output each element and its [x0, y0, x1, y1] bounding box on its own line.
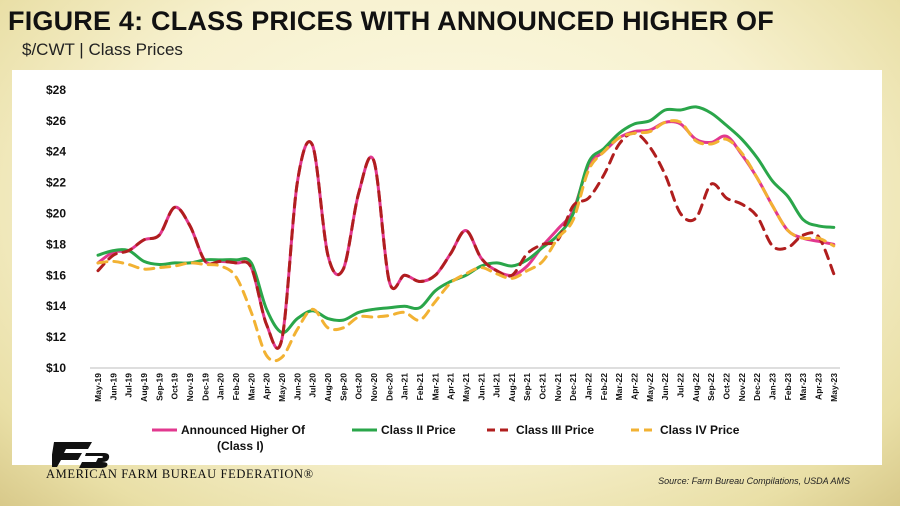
x-tick-label: May-23 — [829, 373, 839, 402]
x-tick-label: Jul-19 — [124, 373, 134, 398]
x-tick-label: Mar-22 — [614, 373, 624, 401]
x-tick-label: Dec-22 — [752, 373, 762, 401]
x-tick-label: Sep-22 — [706, 373, 716, 401]
x-tick-label: May-20 — [277, 373, 287, 402]
x-tick-label: Jun-21 — [476, 373, 486, 401]
afbf-logo: AMERICAN FARM BUREAU FEDERATION® — [46, 440, 366, 490]
x-tick-label: Apr-22 — [630, 373, 640, 400]
chart-series — [96, 105, 836, 363]
x-tick-label: Jul-20 — [308, 373, 318, 398]
series-line — [96, 105, 836, 335]
legend-label: Class IV Price — [660, 423, 740, 437]
x-tick-label: Nov-21 — [553, 373, 563, 402]
series-line — [96, 119, 836, 363]
x-tick-label: Mar-23 — [798, 373, 808, 401]
fb-logo-icon — [52, 442, 110, 468]
x-tick-label: Feb-20 — [231, 373, 241, 401]
x-tick-label: Nov-19 — [185, 373, 195, 402]
x-tick-label: Jun-19 — [108, 373, 118, 401]
legend-label: Announced Higher Of — [181, 423, 306, 437]
chart-panel — [12, 70, 882, 465]
x-tick-label: Nov-20 — [369, 373, 379, 402]
y-tick-label: $12 — [46, 330, 66, 344]
x-tick-label: Sep-20 — [338, 373, 348, 401]
chart-subtitle: $/CWT | Class Prices — [22, 40, 183, 59]
x-tick-label: Jan-22 — [584, 373, 594, 400]
series-line — [96, 120, 836, 350]
x-tick-label: Sep-21 — [522, 373, 532, 401]
x-tick-label: Apr-21 — [446, 373, 456, 400]
x-tick-label: May-22 — [645, 373, 655, 402]
legend-label: (Class I) — [217, 439, 264, 453]
x-tick-label: Oct-22 — [722, 373, 732, 400]
x-tick-label: Apr-23 — [814, 373, 824, 400]
x-tick-label: Feb-23 — [783, 373, 793, 401]
x-tick-label: Dec-21 — [568, 373, 578, 401]
legend-label: Class II Price — [381, 423, 456, 437]
x-tick-label: Aug-21 — [507, 373, 517, 402]
x-tick-label: Nov-22 — [737, 373, 747, 402]
x-tick-label: Apr-20 — [262, 373, 272, 400]
afbf-logo-text: AMERICAN FARM BUREAU FEDERATION® — [46, 467, 314, 481]
x-tick-label: May-21 — [461, 373, 471, 402]
legend-label: Class III Price — [516, 423, 594, 437]
x-tick-label: Jul-22 — [676, 373, 686, 398]
chart-axes: $10 $12 $14 $16 $18 $20 $22 $24 $26 $28 May-19 Jun-… — [46, 83, 840, 402]
x-tick-label: Feb-21 — [415, 373, 425, 401]
y-tick-label: $28 — [46, 83, 66, 97]
x-tick-label: Jan-21 — [400, 373, 410, 400]
x-tick-label: Jun-22 — [660, 373, 670, 401]
x-tick-label: Aug-20 — [323, 373, 333, 402]
y-tick-label: $22 — [46, 176, 66, 190]
x-tick-label: Dec-20 — [384, 373, 394, 401]
y-tick-label: $10 — [46, 361, 66, 375]
x-tick-label: Oct-20 — [354, 373, 364, 400]
x-tick-label: Feb-22 — [599, 373, 609, 401]
x-tick-label: May-19 — [93, 373, 103, 402]
y-tick-label: $18 — [46, 237, 66, 251]
y-tick-label: $20 — [46, 207, 66, 221]
chart-title: FIGURE 4: CLASS PRICES WITH ANNOUNCED HI… — [8, 6, 774, 36]
y-tick-label: $24 — [46, 145, 66, 159]
x-tick-label: Jul-21 — [492, 373, 502, 398]
x-tick-label: Jun-20 — [292, 373, 302, 401]
chart-legend: Announced Higher Of (Class I) Class II Pri… — [152, 423, 740, 453]
x-tick-label: Jan-23 — [768, 373, 778, 400]
source-note: Source: Farm Bureau Compilations, USDA A… — [658, 476, 850, 486]
x-tick-label: Oct-21 — [538, 373, 548, 400]
x-tick-label: Aug-22 — [691, 373, 701, 402]
x-tick-label: Aug-19 — [139, 373, 149, 402]
x-tick-label: Sep-19 — [154, 373, 164, 401]
y-tick-label: $14 — [46, 299, 66, 313]
x-tick-label: Mar-20 — [246, 373, 256, 401]
x-tick-label: Mar-21 — [430, 373, 440, 401]
x-tick-label: Jan-20 — [216, 373, 226, 400]
x-tick-label: Oct-19 — [170, 373, 180, 400]
y-tick-label: $26 — [46, 114, 66, 128]
y-tick-label: $16 — [46, 268, 66, 282]
x-tick-label: Dec-19 — [200, 373, 210, 401]
